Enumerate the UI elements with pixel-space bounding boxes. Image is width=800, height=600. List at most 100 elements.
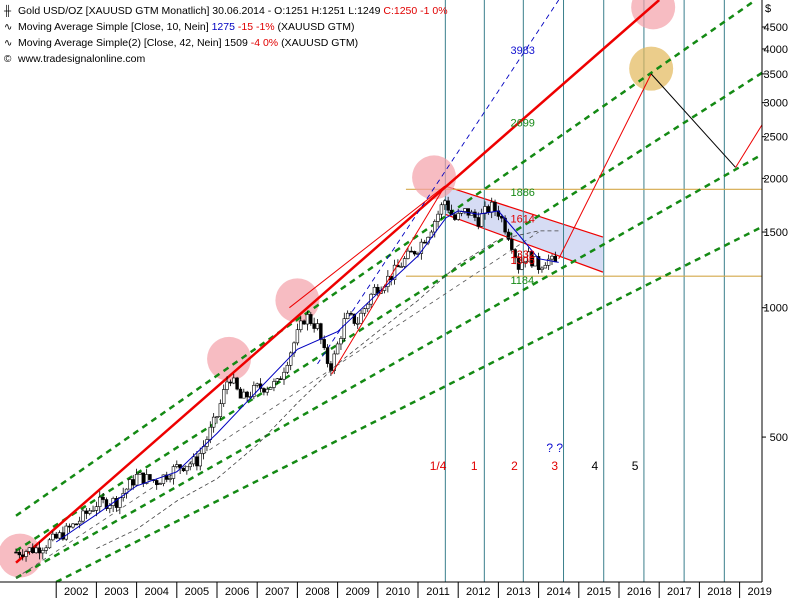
candle-body bbox=[138, 472, 142, 475]
candle-body bbox=[27, 547, 32, 552]
x-tick-label: 2016 bbox=[627, 586, 651, 598]
candle-body bbox=[94, 506, 99, 511]
candle-body bbox=[486, 206, 491, 213]
candle-body bbox=[546, 258, 551, 266]
candle-body bbox=[20, 554, 25, 557]
candle-body bbox=[41, 550, 45, 554]
candle-body bbox=[101, 496, 105, 500]
candle-body bbox=[476, 217, 480, 227]
candle-body bbox=[272, 381, 276, 388]
green-channel-line bbox=[15, 71, 762, 552]
level-label: 1614 bbox=[510, 213, 534, 225]
green-channel-line bbox=[15, 0, 757, 517]
candle-body bbox=[453, 214, 457, 220]
x-tick-label: 2018 bbox=[707, 586, 731, 598]
price-candles bbox=[14, 196, 558, 562]
candle-body bbox=[553, 255, 558, 263]
green-channel-line bbox=[15, 153, 762, 580]
candle-body bbox=[31, 547, 35, 554]
candle-body bbox=[443, 200, 447, 206]
candle-body bbox=[422, 241, 427, 244]
candle-body bbox=[402, 258, 407, 267]
candle-body bbox=[489, 201, 494, 213]
candle-body bbox=[268, 387, 273, 390]
cycle-label: 1/4 bbox=[430, 459, 447, 473]
x-tick-label: 2015 bbox=[587, 586, 611, 598]
candle-body bbox=[114, 498, 119, 508]
candle-body bbox=[533, 256, 537, 267]
candle-body bbox=[14, 551, 18, 554]
level-label: 3983 bbox=[510, 45, 534, 57]
x-tick-label: 2013 bbox=[506, 586, 530, 598]
candle-body bbox=[275, 378, 279, 382]
x-tick-label: 2003 bbox=[104, 586, 128, 598]
candle-body bbox=[439, 204, 444, 215]
candle-body bbox=[74, 523, 79, 526]
highlight-circles bbox=[0, 0, 676, 578]
level-label: 1305 bbox=[510, 255, 534, 267]
candle-body bbox=[51, 533, 55, 541]
line-icon: ∿ bbox=[4, 22, 13, 33]
highlight-circle bbox=[629, 46, 674, 91]
candle-body bbox=[406, 250, 410, 259]
candle-body bbox=[315, 323, 320, 329]
chart-legend: ╫ Gold USD/OZ [XAUUSD GTM Monatlich] 30.0… bbox=[4, 3, 448, 67]
level-label: 2699 bbox=[510, 117, 534, 129]
level-label: 1886 bbox=[510, 187, 534, 199]
candle-body bbox=[412, 251, 417, 255]
candle-body bbox=[141, 472, 145, 484]
candle-body bbox=[262, 388, 266, 393]
candle-body bbox=[299, 320, 303, 331]
down-channel-lower bbox=[444, 213, 604, 273]
candle-body bbox=[352, 313, 357, 324]
y-axis-unit: $ bbox=[765, 3, 771, 15]
candle-body bbox=[312, 323, 316, 329]
blue-dashed-trend bbox=[317, 0, 560, 365]
candle-body bbox=[516, 257, 521, 270]
candle-body bbox=[84, 510, 89, 514]
x-tick-label: 2008 bbox=[305, 586, 329, 598]
forecast-lines bbox=[289, 73, 762, 375]
candle-body bbox=[319, 323, 323, 340]
candle-body bbox=[225, 381, 229, 390]
x-tick-label: 2006 bbox=[225, 586, 249, 598]
candle-body bbox=[355, 322, 360, 325]
cycle-label: 4 bbox=[592, 459, 599, 473]
y-tick-label: 1500 bbox=[764, 227, 788, 239]
candle-body bbox=[255, 383, 259, 386]
highlight-circle bbox=[207, 336, 252, 381]
candle-body bbox=[526, 251, 531, 262]
y-tick-label: 500 bbox=[770, 432, 788, 444]
candle-body bbox=[523, 260, 527, 263]
y-tick-label: 4500 bbox=[764, 22, 788, 34]
candle-body bbox=[433, 221, 437, 233]
legend-gold: ╫ Gold USD/OZ [XAUUSD GTM Monatlich] 30.0… bbox=[4, 3, 448, 19]
candle-body bbox=[349, 312, 353, 315]
candle-body bbox=[463, 208, 467, 212]
candle-body bbox=[366, 303, 370, 309]
cycle-label: 3 bbox=[551, 459, 558, 473]
candle-body bbox=[188, 463, 192, 468]
candle-body bbox=[252, 385, 256, 397]
legend-website: © www.tradesignalonline.com bbox=[4, 51, 448, 67]
candle-body bbox=[335, 343, 340, 355]
candle-body bbox=[175, 464, 179, 467]
candle-body bbox=[34, 547, 38, 554]
candle-body bbox=[144, 474, 149, 484]
candle-body bbox=[302, 320, 306, 325]
candle-body bbox=[436, 213, 440, 222]
candle-body bbox=[329, 363, 333, 371]
candle-body bbox=[57, 532, 62, 539]
copyright-icon: © bbox=[4, 54, 12, 65]
candle-body bbox=[238, 388, 243, 399]
forecast-black-down bbox=[650, 73, 736, 168]
moving-averages bbox=[55, 210, 559, 549]
candle-body bbox=[17, 551, 22, 556]
x-tick-label: 2011 bbox=[426, 586, 450, 598]
candle-body bbox=[198, 453, 202, 467]
candle-body bbox=[77, 520, 82, 525]
y-tick-label: 3500 bbox=[764, 69, 788, 81]
down-channel-upper bbox=[444, 185, 604, 238]
